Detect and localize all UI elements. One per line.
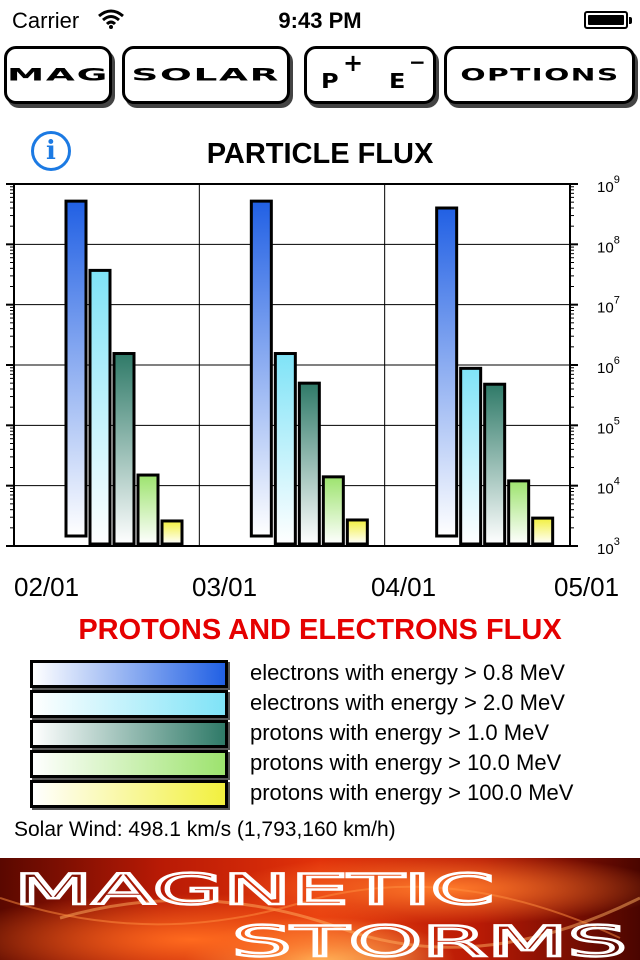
flux-bar <box>88 268 112 546</box>
options-tab-button[interactable]: OPTIONS <box>444 46 635 104</box>
y-tick-label: 108 <box>597 234 620 256</box>
legend-swatch <box>30 660 228 688</box>
banner-line1: MAGNETIC <box>14 865 494 914</box>
battery-icon <box>584 11 632 29</box>
legend-swatch <box>30 780 228 808</box>
legend-label: electrons with energy > 2.0 MeV <box>250 690 565 715</box>
legend-label: electrons with energy > 0.8 MeV <box>250 660 565 685</box>
mag-tab-label: MAG <box>7 65 109 85</box>
solar-tab-label: SOLAR <box>131 65 281 85</box>
flux-bar <box>160 519 184 546</box>
electron-label: E <box>389 70 405 94</box>
x-tick-label: 03/01 <box>192 572 258 602</box>
status-bar: Carrier 9:43 PM <box>0 0 640 40</box>
flux-bar <box>297 381 321 546</box>
flux-bar <box>345 518 369 546</box>
legend-swatch <box>30 750 228 778</box>
wifi-icon <box>98 9 124 29</box>
flux-bar <box>136 473 160 546</box>
legend-swatch <box>30 720 228 748</box>
y-tick-label: 105 <box>597 415 620 437</box>
chart-subtitle: PROTONS AND ELECTRONS FLUX <box>78 614 562 646</box>
y-tick-label: 106 <box>597 355 620 377</box>
flux-bar <box>273 352 297 546</box>
legend-item: electrons with energy > 2.0 MeV <box>30 690 630 718</box>
legend-item: protons with energy > 100.0 MeV <box>30 780 630 808</box>
particle-flux-chart: 103 104 105 106 107 108 109 <box>6 174 620 558</box>
y-tick-label: 107 <box>597 295 620 317</box>
legend-item: protons with energy > 1.0 MeV <box>30 720 630 748</box>
electron-minus-sign: − <box>409 50 426 74</box>
legend-item: electrons with energy > 0.8 MeV <box>30 660 630 688</box>
mag-tab-button[interactable]: MAG <box>4 46 112 104</box>
legend-label: protons with energy > 10.0 MeV <box>250 750 562 775</box>
flux-bar <box>64 199 88 538</box>
flux-bar <box>531 516 555 546</box>
y-tick-label: 104 <box>597 476 620 498</box>
options-tab-label: OPTIONS <box>459 65 620 85</box>
flux-bar <box>435 206 459 538</box>
legend-swatch <box>30 690 228 718</box>
flux-bar <box>321 475 345 546</box>
particles-tab-glyphs: P + E − <box>321 49 426 94</box>
legend-label: protons with energy > 1.0 MeV <box>250 720 549 745</box>
magnetic-storms-banner: MAGNETIC STORMS <box>0 858 640 960</box>
info-icon[interactable]: i <box>31 131 71 171</box>
flux-bar <box>459 366 483 546</box>
proton-plus-sign: + <box>343 49 363 77</box>
legend-label: protons with energy > 100.0 MeV <box>250 780 574 805</box>
solar-tab-button[interactable]: SOLAR <box>122 46 290 104</box>
y-tick-label: 103 <box>597 536 620 558</box>
y-tick-label: 109 <box>597 174 620 196</box>
flux-bar <box>483 382 507 546</box>
solar-wind-readout: Solar Wind: 498.1 km/s (1,793,160 km/h) <box>14 818 396 841</box>
flux-bar <box>507 479 531 546</box>
x-tick-label: 02/01 <box>14 572 80 602</box>
particles-tab-button[interactable]: P + E − <box>304 46 436 104</box>
banner-line2: STORMS <box>232 917 627 960</box>
carrier-name: Carrier <box>12 8 80 33</box>
flux-bar <box>112 352 136 546</box>
x-tick-label: 05/01 <box>554 572 620 602</box>
x-tick-label: 04/01 <box>371 572 437 602</box>
chart-title: PARTICLE FLUX <box>206 138 434 170</box>
clock: 9:43 PM <box>278 8 362 33</box>
flux-bar <box>249 199 273 538</box>
proton-label: P <box>321 70 339 94</box>
legend-item: protons with energy > 10.0 MeV <box>30 750 630 778</box>
